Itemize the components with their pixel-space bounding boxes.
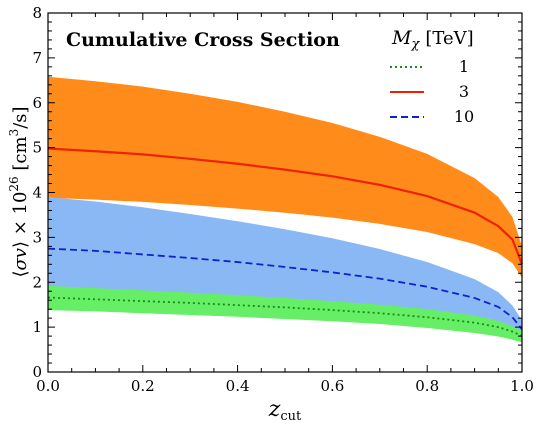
y-axis-label: ⟨σv⟩ × 1026 [cm3/s] [7,106,31,277]
band-3-tev [48,76,522,278]
y-tick-label: 6 [32,94,42,112]
legend-label-3: 3 [459,82,469,101]
tick-labels: 0.0 0.2 0.4 0.6 0.8 1.0 0 1 2 3 4 5 6 7 8 [32,4,533,395]
legend-label-1: 1 [459,57,469,76]
series-lines [47,147,524,337]
x-tick-label: 0.2 [131,377,155,395]
band-1-tev [48,285,522,343]
line-10-tev [47,247,523,330]
y-tick-label: 4 [32,184,42,202]
x-tick-label: 0.6 [320,377,344,395]
legend-title: Mχ [TeV] [391,27,474,52]
x-tick-label: 0.0 [36,377,60,395]
legend: Mχ [TeV] 1 3 10 [390,27,474,126]
y-tick-label: 1 [32,318,42,336]
line-1-tev [47,296,523,337]
y-tick-label: 8 [32,4,42,22]
band-10-tev [48,196,522,340]
line-3-tev [47,147,524,265]
uncertainty-bands [48,76,522,343]
y-tick-label: 5 [32,139,42,157]
x-tick-label: 0.8 [415,377,439,395]
x-axis-label: zcut [268,397,302,424]
x-tick-label: 0.4 [226,377,250,395]
y-tick-label: 2 [32,273,42,291]
chart-title: Cumulative Cross Section [66,29,340,51]
y-tick-label: 0 [32,363,42,381]
y-tick-label: 3 [32,228,42,246]
x-tick-label: 1.0 [510,377,534,395]
legend-label-10: 10 [454,107,474,126]
y-tick-label: 7 [32,49,42,67]
legend-items: 1 3 10 [390,57,474,126]
axis-ticks [47,12,523,373]
